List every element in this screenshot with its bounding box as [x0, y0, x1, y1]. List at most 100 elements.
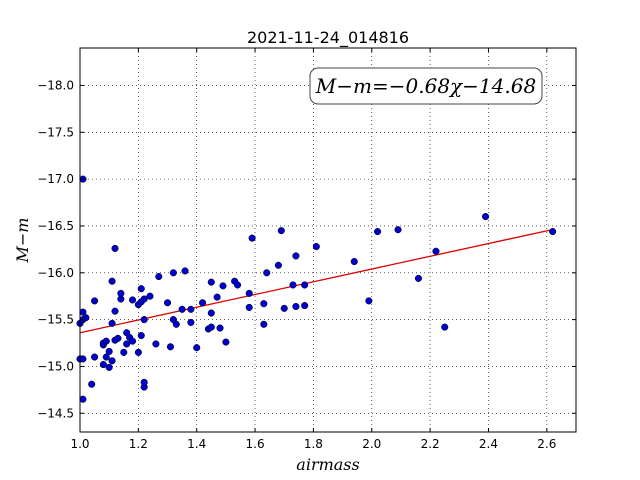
- data-point: [482, 213, 490, 221]
- data-point: [99, 361, 107, 369]
- data-point: [187, 318, 195, 326]
- x-tick-label: 1.6: [246, 437, 265, 451]
- data-point: [111, 307, 119, 315]
- plot-frame: [79, 47, 577, 433]
- data-point: [374, 228, 382, 236]
- data-point: [79, 395, 87, 403]
- data-point: [155, 272, 163, 281]
- data-point: [140, 316, 148, 324]
- x-tick-label: 1.4: [187, 437, 206, 451]
- data-point: [394, 226, 402, 234]
- y-tick-label: −14.5: [37, 406, 74, 420]
- data-point: [234, 281, 242, 289]
- data-point: [207, 309, 215, 317]
- data-point: [169, 269, 177, 277]
- data-point: [289, 281, 297, 289]
- data-point: [79, 355, 87, 363]
- data-point: [432, 247, 440, 255]
- data-point: [178, 305, 186, 313]
- data-point: [172, 320, 180, 328]
- data-point: [108, 357, 116, 365]
- data-point: [274, 261, 282, 269]
- data-point: [263, 269, 271, 277]
- x-axis-label: airmass: [296, 455, 359, 474]
- chart-title: 2021-11-24_014816: [247, 28, 409, 48]
- data-point: [105, 347, 113, 356]
- data-point: [219, 282, 227, 290]
- data-point: [108, 277, 116, 285]
- x-tick-label: 2.6: [537, 437, 556, 451]
- data-point: [207, 278, 215, 286]
- data-point: [105, 363, 113, 371]
- y-axis-label: M−m: [13, 218, 32, 264]
- data-point: [222, 338, 230, 346]
- y-tick-label: −18.0: [37, 78, 74, 92]
- y-tick-label: −16.5: [37, 219, 74, 233]
- data-point: [213, 293, 221, 301]
- axis-ticks: 1.0 1.2 1.4 1.6 1.8 2.0 2.2 2.4 2.6 −14.5 −15.0 −15…: [37, 48, 576, 451]
- data-point: [123, 329, 131, 337]
- data-point: [134, 348, 142, 356]
- data-point: [260, 300, 268, 308]
- data-point: [111, 244, 119, 252]
- data-points: [76, 175, 557, 403]
- grid-lines: [79, 48, 576, 432]
- data-point: [91, 297, 99, 305]
- data-point: [137, 285, 145, 293]
- data-point: [181, 267, 189, 275]
- fit-line: [79, 228, 555, 334]
- data-point: [193, 344, 201, 352]
- data-point: [137, 331, 145, 340]
- data-point: [350, 257, 358, 266]
- x-tick-label: 2.0: [362, 437, 381, 451]
- data-point: [301, 302, 309, 310]
- data-point: [187, 305, 195, 313]
- fit-line-layer: [79, 228, 555, 334]
- data-point: [365, 297, 373, 305]
- data-point: [414, 274, 422, 282]
- y-tick-label: −15.5: [37, 313, 74, 327]
- data-point: [79, 308, 87, 316]
- data-point: [140, 295, 148, 303]
- data-point: [198, 299, 207, 307]
- data-point: [108, 319, 116, 327]
- annotation-text: M−m=−0.68χ−14.68: [315, 74, 536, 98]
- y-tick-label: −17.5: [37, 125, 74, 139]
- x-tick-label: 1.0: [70, 437, 89, 451]
- data-point: [120, 348, 128, 356]
- data-point: [216, 324, 224, 332]
- data-point: [128, 296, 137, 304]
- data-point: [117, 289, 125, 297]
- data-point: [280, 304, 288, 312]
- data-point: [128, 337, 137, 345]
- data-point: [207, 323, 215, 331]
- data-point: [140, 378, 148, 386]
- data-point: [88, 380, 96, 388]
- x-tick-label: 1.2: [129, 437, 148, 451]
- data-point: [102, 337, 110, 345]
- data-point: [260, 320, 268, 328]
- data-point: [301, 281, 309, 289]
- data-point: [549, 228, 557, 236]
- x-tick-label: 1.8: [304, 437, 323, 451]
- data-point: [114, 334, 122, 342]
- x-tick-label: 2.2: [421, 437, 440, 451]
- data-point: [82, 314, 90, 322]
- data-point: [163, 299, 172, 307]
- data-point: [91, 353, 99, 361]
- data-point: [102, 353, 110, 361]
- y-tick-label: −16.0: [37, 266, 74, 280]
- data-point: [152, 340, 160, 348]
- data-point: [166, 343, 174, 351]
- data-point: [123, 340, 131, 348]
- data-point: [277, 227, 285, 235]
- data-point: [312, 243, 320, 251]
- fit-annotation: M−m=−0.68χ−14.68: [309, 67, 543, 105]
- data-point: [146, 292, 154, 300]
- data-point: [248, 234, 256, 242]
- data-point: [245, 289, 253, 297]
- data-point: [292, 302, 300, 311]
- annotation-box: [309, 67, 543, 105]
- data-point: [292, 252, 300, 260]
- data-point: [245, 303, 253, 311]
